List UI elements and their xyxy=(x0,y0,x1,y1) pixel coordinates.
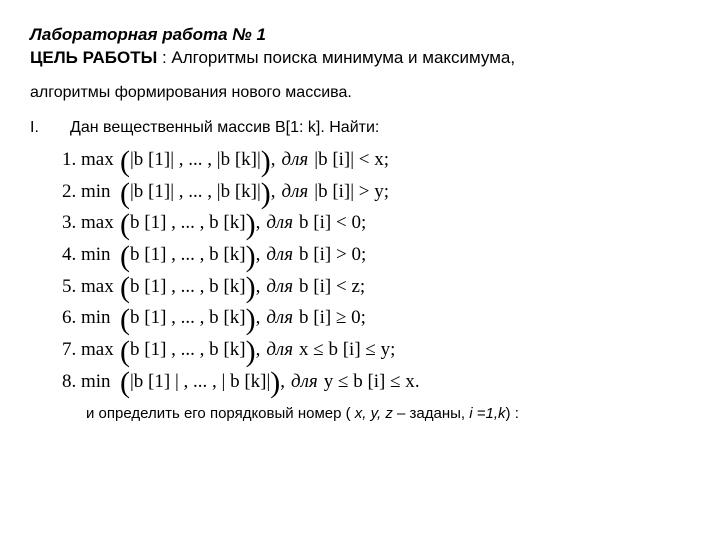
comma: , xyxy=(280,369,285,395)
formula-condition: |b [i]| > y xyxy=(314,179,384,205)
formula-tail: ; xyxy=(390,337,395,363)
left-paren: ( xyxy=(120,247,130,267)
formula-number: 8. min xyxy=(62,369,120,395)
formula-condition: b [i] < z xyxy=(299,274,360,300)
formula-body: b [1] , ... , b [k] xyxy=(130,274,246,300)
formula-row: 4. min(b [1] , ... , b [k]), для b [i] >… xyxy=(62,242,690,268)
right-paren: ) xyxy=(246,247,256,267)
formula-row: 7. max(b [1] , ... , b [k]), для x ≤ b [… xyxy=(62,337,690,363)
formula-tail: ; xyxy=(361,210,366,236)
formula-row: 2. min(|b [1]| , ... , |b [k]|), для |b … xyxy=(62,179,690,205)
formula-body: |b [1]| , ... , |b [k]| xyxy=(130,147,261,173)
comma: , xyxy=(271,147,276,173)
right-paren: ) xyxy=(246,278,256,298)
left-paren: ( xyxy=(120,184,130,204)
comma: , xyxy=(256,337,261,363)
formula-number: 2. min xyxy=(62,179,120,205)
right-paren: ) xyxy=(270,373,280,393)
formula-body: b [1] , ... , b [k] xyxy=(130,337,246,363)
formula-number: 7. max xyxy=(62,337,120,363)
formula-tail: ; xyxy=(361,305,366,331)
comma: , xyxy=(256,274,261,300)
formula-condition: y ≤ b [i] ≤ x xyxy=(324,369,415,395)
formula-row: 8. min(|b [1] | , ... , | b [k]|), для y… xyxy=(62,369,690,395)
formula-row: 6. min(b [1] , ... , b [k]), для b [i] ≥… xyxy=(62,305,690,331)
for-word: для xyxy=(291,369,318,395)
formula-condition: b [i] < 0 xyxy=(299,210,361,236)
right-paren: ) xyxy=(246,310,256,330)
comma: , xyxy=(256,305,261,331)
formula-number: 6. min xyxy=(62,305,120,331)
left-paren: ( xyxy=(120,215,130,235)
left-paren: ( xyxy=(120,152,130,172)
intro-text: Дан вещественный массив B[1: k]. Найти: xyxy=(70,117,379,139)
left-paren: ( xyxy=(120,278,130,298)
formula-tail: ; xyxy=(360,274,365,300)
formula-tail: ; xyxy=(361,242,366,268)
comma: , xyxy=(256,242,261,268)
for-word: для xyxy=(282,147,309,173)
formula-tail: ; xyxy=(384,147,389,173)
comma: , xyxy=(271,179,276,205)
lab-title: Лабораторная работа № 1 xyxy=(30,24,690,47)
formula-row: 1. max(|b [1]| , ... , |b [k]|), для |b … xyxy=(62,147,690,173)
intro-row: I. Дан вещественный массив B[1: k]. Найт… xyxy=(30,117,690,139)
formula-body: b [1] , ... , b [k] xyxy=(130,242,246,268)
footer-end: ) : xyxy=(506,405,519,422)
left-paren: ( xyxy=(120,373,130,393)
comma: , xyxy=(256,210,261,236)
formula-body: b [1] , ... , b [k] xyxy=(130,305,246,331)
for-word: для xyxy=(266,210,293,236)
formula-row: 3. max(b [1] , ... , b [k]), для b [i] <… xyxy=(62,210,690,236)
footer-args2: i =1,k xyxy=(469,405,505,422)
formula-tail: ; xyxy=(384,179,389,205)
for-word: для xyxy=(266,242,293,268)
right-paren: ) xyxy=(246,215,256,235)
goal-label: ЦЕЛЬ РАБОТЫ xyxy=(30,48,157,67)
formula-row: 5. max(b [1] , ... , b [k]), для b [i] <… xyxy=(62,274,690,300)
formula-condition: x ≤ b [i] ≤ y xyxy=(299,337,390,363)
for-word: для xyxy=(282,179,309,205)
goal-text: : Алгоритмы поиска минимума и максимума, xyxy=(157,48,515,67)
formula-body: |b [1]| , ... , |b [k]| xyxy=(130,179,261,205)
for-word: для xyxy=(266,274,293,300)
formula-tail: . xyxy=(415,369,420,395)
left-paren: ( xyxy=(120,342,130,362)
formula-number: 5. max xyxy=(62,274,120,300)
for-word: для xyxy=(266,337,293,363)
intro-number: I. xyxy=(30,117,70,139)
formula-body: |b [1] | , ... , | b [k]| xyxy=(130,369,270,395)
formula-number: 3. max xyxy=(62,210,120,236)
left-paren: ( xyxy=(120,310,130,330)
formula-list: 1. max(|b [1]| , ... , |b [k]|), для |b … xyxy=(62,147,690,394)
formula-number: 1. max xyxy=(62,147,120,173)
footer-line: и определить его порядковый номер ( x, y… xyxy=(86,404,690,424)
footer-args: x, y, z xyxy=(355,405,393,422)
footer-lead: и определить его порядковый номер ( xyxy=(86,405,355,422)
formula-body: b [1] , ... , b [k] xyxy=(130,210,246,236)
goal-subtext: алгоритмы формирования нового массива. xyxy=(30,82,690,104)
formula-condition: b [i] > 0 xyxy=(299,242,361,268)
formula-condition: |b [i]| < x xyxy=(314,147,384,173)
for-word: для xyxy=(266,305,293,331)
right-paren: ) xyxy=(246,342,256,362)
right-paren: ) xyxy=(261,152,271,172)
goal-line: ЦЕЛЬ РАБОТЫ : Алгоритмы поиска минимума … xyxy=(30,47,690,70)
formula-number: 4. min xyxy=(62,242,120,268)
footer-mid: – заданы, xyxy=(393,405,469,422)
formula-condition: b [i] ≥ 0 xyxy=(299,305,361,331)
right-paren: ) xyxy=(261,184,271,204)
